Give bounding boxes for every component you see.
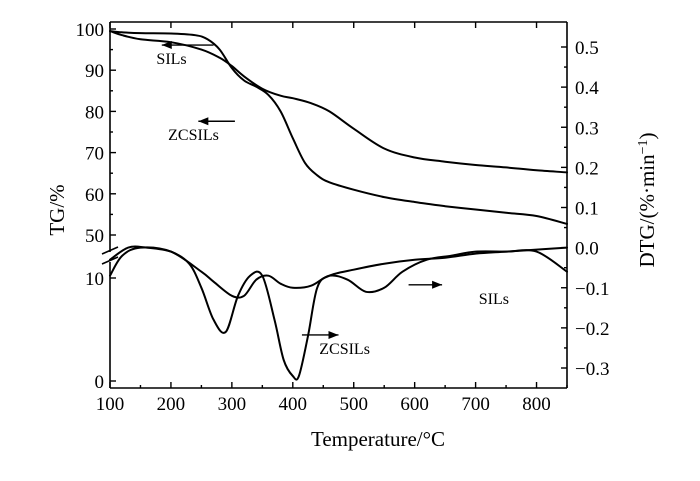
x-tick-label: 100 (96, 394, 125, 415)
right-tick-label: 0.3 (575, 118, 599, 139)
x-tick-label: 600 (400, 394, 429, 415)
x-axis-title: Temperature/°C (311, 427, 445, 451)
left-axis-title: TG/% (45, 184, 69, 235)
x-tick-label: 700 (461, 394, 490, 415)
right-axis-title: DTG/(%·min−1) (635, 132, 659, 267)
axes (101, 21, 568, 389)
left-tick-label: 100 (76, 20, 105, 41)
annotation-arrowhead-sils-dtg (432, 280, 443, 289)
left-tick-label: 70 (85, 144, 104, 165)
right-tick-label: −0.3 (575, 359, 609, 380)
right-tick-label: 0.4 (575, 78, 599, 99)
annotation-arrowhead-sils-tg (161, 41, 172, 50)
lower-left-tick-label: 10 (85, 269, 104, 290)
x-tick-label: 500 (339, 394, 368, 415)
left-tick-label: 80 (85, 102, 104, 123)
right-tick-label: 0.2 (575, 158, 599, 179)
annotations: SILs ZCSILs SILs ZCSILs (156, 41, 509, 358)
right-tick-label: 0.5 (575, 38, 599, 59)
right-tick-label: −0.2 (575, 319, 609, 340)
left-tick-label: 50 (85, 226, 104, 247)
x-tick-label: 400 (279, 394, 308, 415)
right-axis-title-end: ) (635, 132, 659, 139)
x-tick-label: 800 (522, 394, 551, 415)
series-line-zcsils-dtg (109, 245, 568, 381)
annotation-label-sils-tg: SILs (156, 51, 186, 68)
annotation-label-sils-dtg: SILs (479, 291, 509, 308)
annotation-label-zcsils-tg: ZCSILs (168, 127, 219, 144)
left-tick-label: 60 (85, 185, 104, 206)
ticks: 100 200 300 400 500 600 700 8001009080706050100… (76, 20, 610, 415)
left-tick-label: 90 (85, 61, 104, 82)
series-line-zcsils-tg (109, 30, 568, 225)
curves (109, 30, 568, 381)
x-tick-label: 200 (157, 394, 186, 415)
right-tick-label: 0.1 (575, 199, 599, 220)
series-line-sils-dtg (109, 246, 568, 299)
lower-left-tick-label: 0 (95, 372, 105, 393)
series-line-sils-tg (109, 30, 568, 174)
right-axis-title-sup: −1 (636, 139, 651, 154)
right-axis-title-main: DTG/(%·min (635, 154, 659, 268)
annotation-label-zcsils-dtg: ZCSILs (319, 341, 370, 358)
x-tick-label: 300 (218, 394, 247, 415)
annotation-arrowhead-zcsils-tg (198, 117, 209, 126)
right-tick-label: 0.0 (575, 239, 599, 260)
right-tick-label: −0.1 (575, 279, 609, 300)
annotation-arrowhead-zcsils-dtg (328, 330, 339, 339)
